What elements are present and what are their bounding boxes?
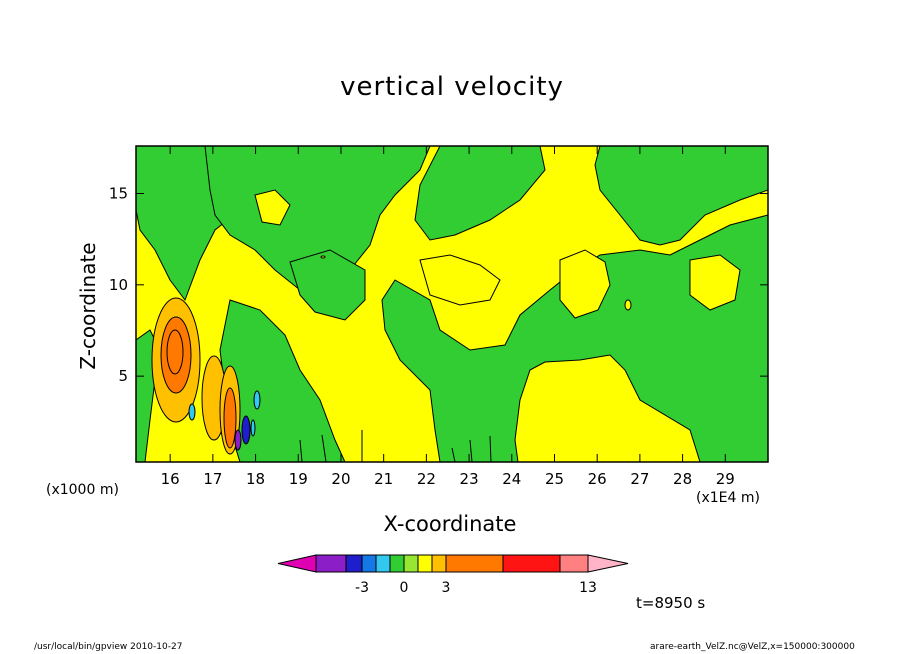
y-tick-label: 10 — [109, 276, 128, 294]
updraft-orange-inner-1 — [166, 329, 184, 375]
downdraft-purple-1 — [234, 429, 242, 451]
x-tick-label: 22 — [417, 470, 436, 488]
downdraft-cyan-3 — [250, 419, 256, 437]
speckle-ring-2 — [320, 255, 326, 259]
colorbar-tick-label: -3 — [355, 580, 369, 596]
colorbar-arrow-min — [277, 554, 317, 573]
y-axis: 5 10 15 — [109, 184, 768, 385]
updraft-orange-core-1 — [160, 316, 192, 394]
colorbar-segment — [403, 554, 419, 573]
x-tick-label: 17 — [203, 470, 222, 488]
x-tick-label: 20 — [331, 470, 350, 488]
x-tick-label: 29 — [716, 470, 735, 488]
x-tick-label: 18 — [246, 470, 265, 488]
colorbar-segment — [559, 554, 589, 573]
x-tick-label: 19 — [289, 470, 308, 488]
colorbar-segment — [417, 554, 433, 573]
x-axis: 16 17 18 19 20 21 22 23 24 25 26 27 28 29 — [161, 146, 735, 488]
yellow-island-4 — [254, 189, 291, 226]
downdraft-cyan-1 — [188, 403, 196, 421]
x-tick-label: 21 — [374, 470, 393, 488]
velocity-field — [136, 146, 768, 462]
x-tick-label: 23 — [460, 470, 479, 488]
x-tick-label: 25 — [545, 470, 564, 488]
speckle-1 — [299, 430, 492, 462]
colorbar-tick-label: 0 — [400, 580, 409, 596]
footer-command: /usr/local/bin/gpview 2010-10-27 — [34, 642, 183, 652]
colorbar-tick-label: 3 — [442, 580, 451, 596]
yellow-island-2 — [689, 254, 741, 311]
colorbar-segment — [361, 554, 377, 573]
colorbar-tick-label: 13 — [579, 580, 597, 596]
colorbar: -3 0 3 13 — [277, 554, 629, 596]
updraft-orange-core-3 — [223, 387, 237, 449]
x-axis-unit: (x1E4 m) — [696, 490, 760, 506]
speckle-ring-1 — [624, 299, 632, 311]
colorbar-segment — [345, 554, 363, 573]
x-tick-label: 28 — [673, 470, 692, 488]
downdraft-cyan-2 — [253, 390, 261, 410]
plot-frame — [135, 145, 769, 463]
green-region-center — [381, 214, 768, 462]
y-tick-label: 5 — [118, 367, 128, 385]
green-region-right-top — [594, 146, 768, 246]
x-tick-label: 26 — [588, 470, 607, 488]
colorbar-arrow-max — [587, 554, 629, 573]
y-axis-label: Z-coordinate — [76, 242, 100, 370]
x-axis-label: X-coordinate — [383, 512, 517, 536]
y-tick-label: 15 — [109, 184, 128, 202]
downdraft-blue-1 — [241, 415, 251, 445]
x-tick-label: 24 — [502, 470, 521, 488]
yellow-island-1 — [559, 249, 611, 319]
green-region-mid — [289, 249, 366, 321]
x-tick-label: 16 — [161, 470, 180, 488]
footer-file: arare-earth_VelZ.nc@VelZ,x=150000:300000 — [650, 642, 855, 652]
colorbar-segment — [315, 554, 347, 573]
yellow-island-3 — [419, 254, 501, 306]
colorbar-segment — [375, 554, 391, 573]
colorbar-segment — [445, 554, 504, 573]
time-label: t=8950 s — [636, 594, 706, 612]
colorbar-segment — [389, 554, 405, 573]
colorbar-segment — [502, 554, 561, 573]
green-region-top-right — [414, 146, 546, 241]
colorbar-segment — [431, 554, 447, 573]
chart-title: vertical velocity — [340, 72, 564, 102]
x-tick-label: 27 — [630, 470, 649, 488]
y-axis-unit: (x1000 m) — [46, 482, 119, 498]
